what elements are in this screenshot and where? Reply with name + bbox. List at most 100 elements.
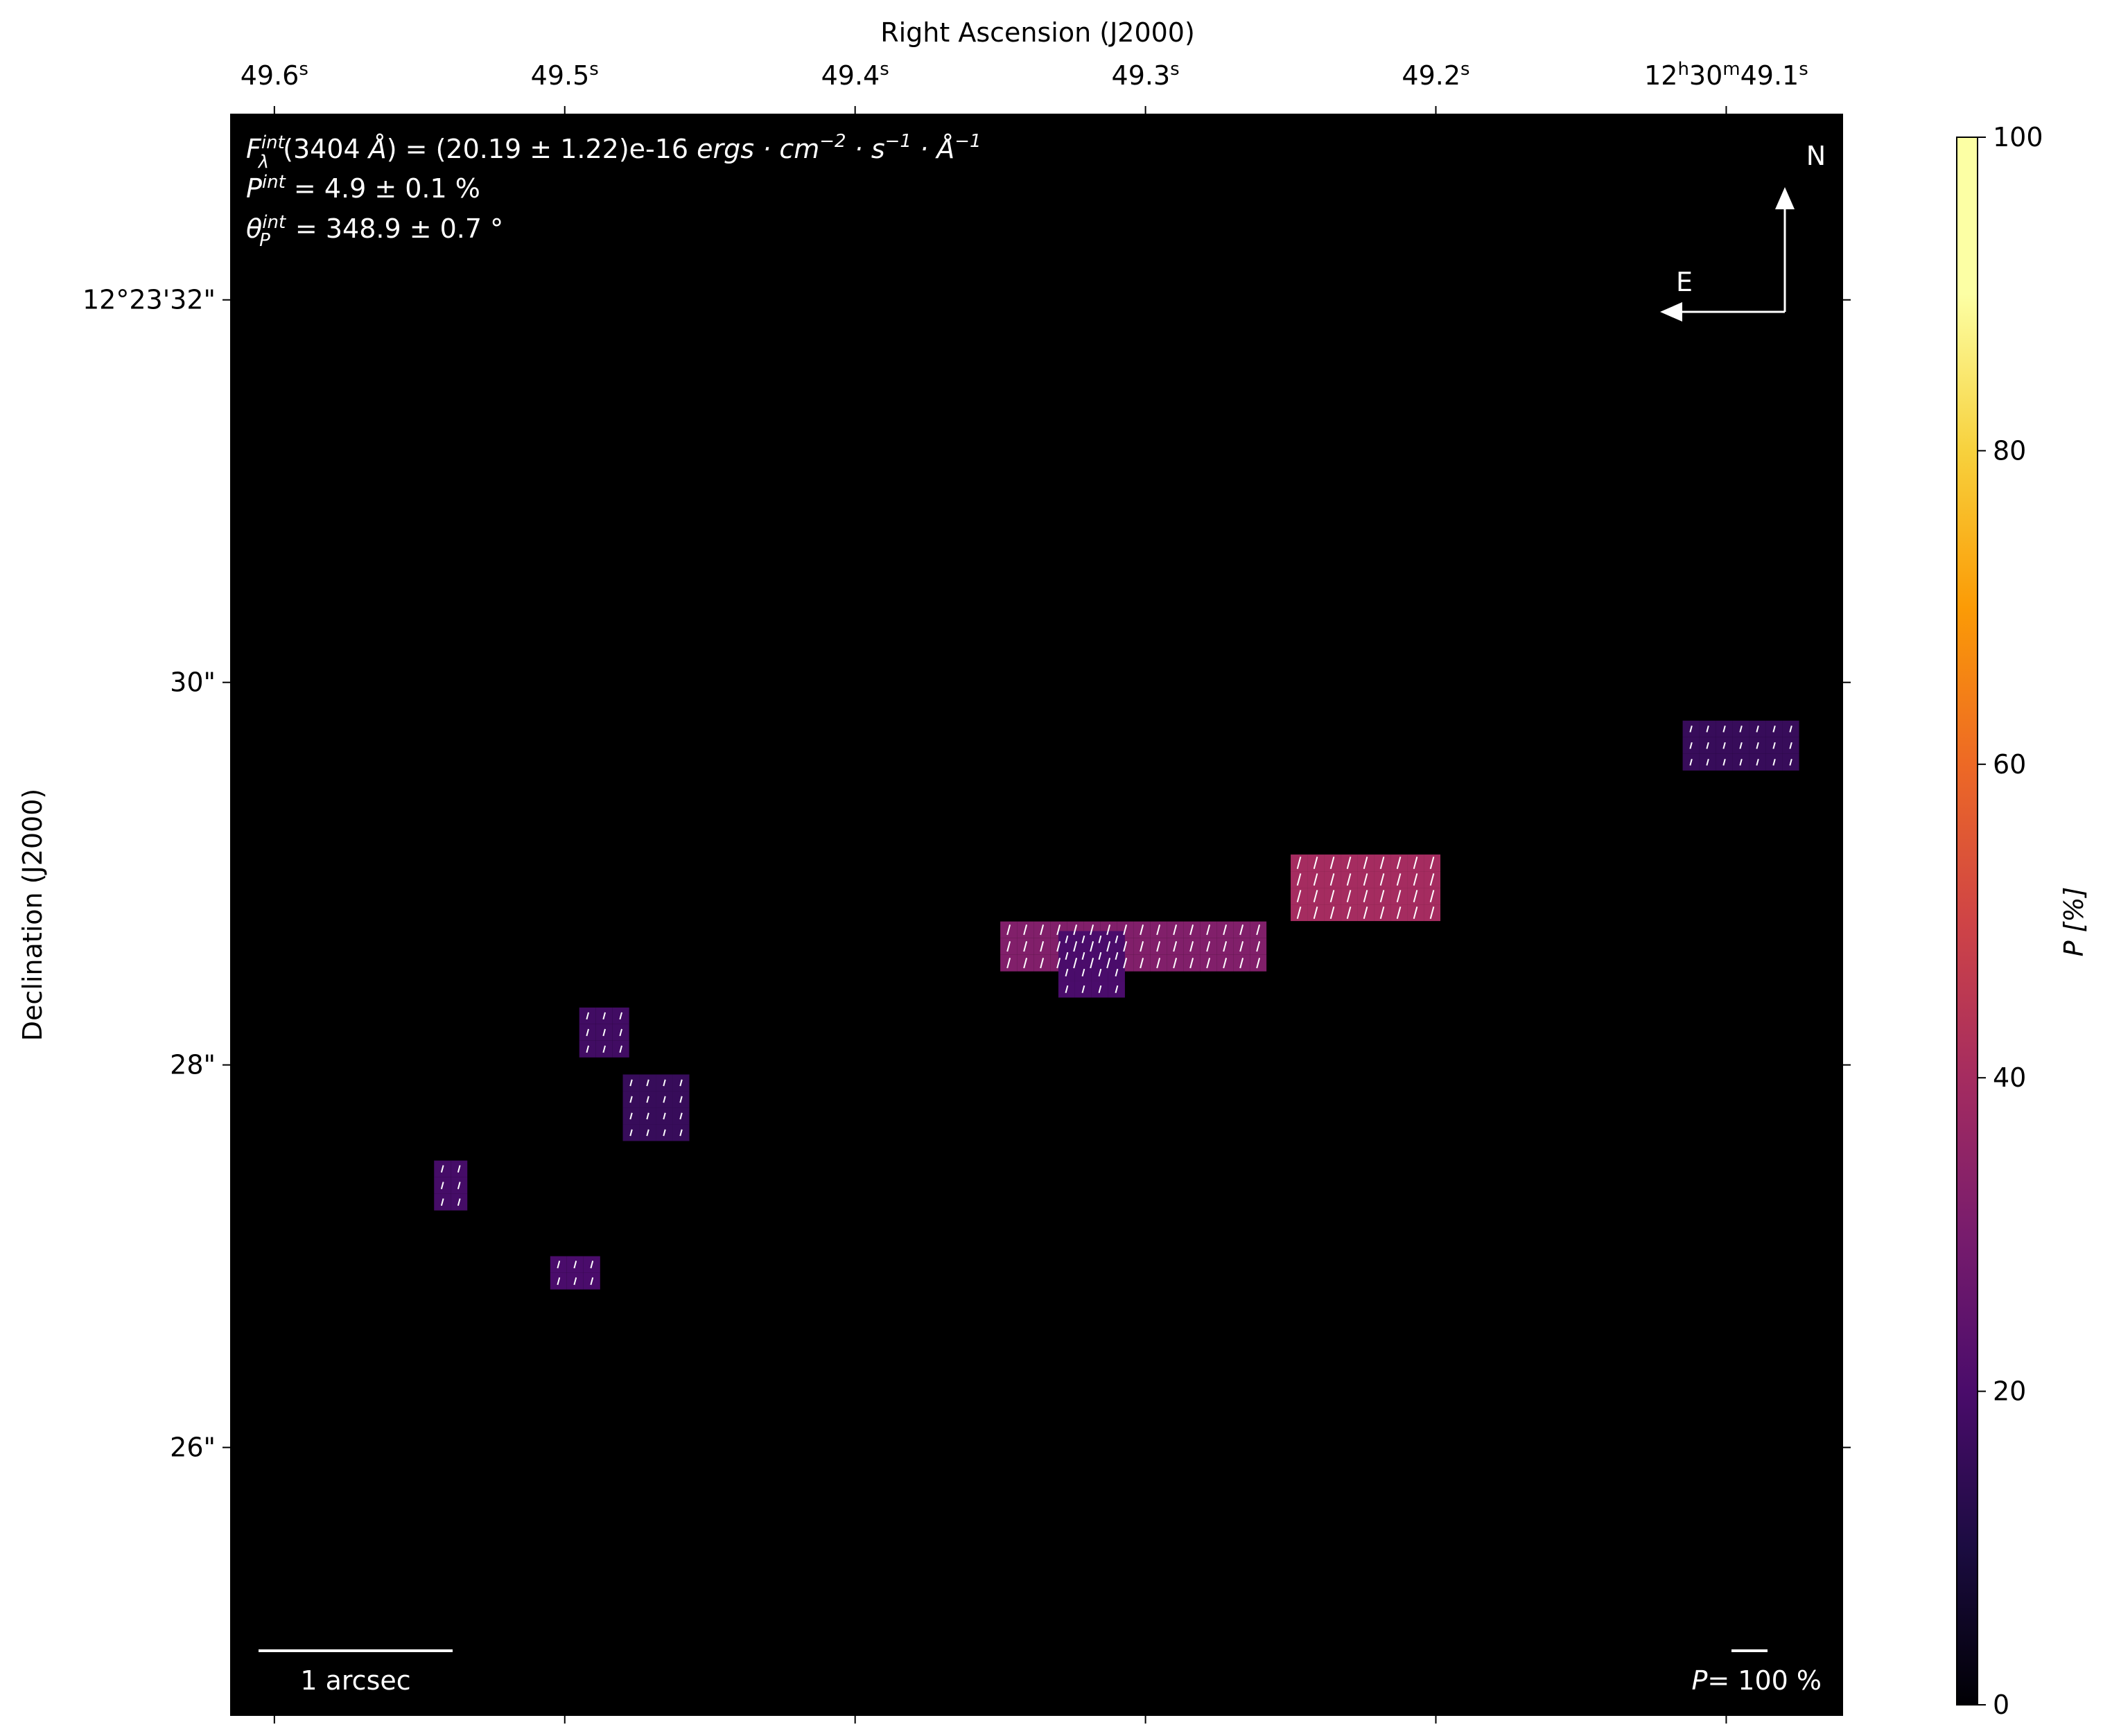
polarization-vector [1073,924,1078,936]
polarization-vector [1739,725,1743,733]
polarization-vector [1413,857,1418,870]
polarization-vector [1090,941,1094,952]
polarization-vector [1363,906,1368,920]
colorbar-label: P [%] [2059,887,2089,957]
polarization-vector [1206,941,1211,952]
polarization-vector [440,1165,444,1173]
polarization-vector [1789,725,1792,733]
polarization-vector [1056,958,1061,969]
polarization-vector [1256,958,1261,969]
arcsec-scalebar-label: 1 arcsec [300,1665,410,1696]
polarization-vector [573,1277,577,1286]
east-arrowhead [1660,302,1682,322]
polarization-vector [1056,924,1061,936]
polarization-vector [1006,924,1011,936]
polarization-vector [1313,873,1318,886]
polarization-vector [1329,890,1335,903]
polarization-vector [1722,758,1726,766]
polarization-vector [1098,985,1102,994]
x-tick-label: 49.3s [1112,59,1180,91]
colorbar-tick-label: 60 [1993,749,2026,780]
polarization-vector [1379,906,1385,920]
polarization-vector [1413,873,1418,886]
colorbar [1956,137,1978,1706]
y-tick-label: 12°23'32" [82,285,216,315]
polarization-vector [1256,924,1261,936]
polarization-vector [1106,941,1111,952]
polarization-vector [1329,873,1335,886]
polarization-vector [629,1129,633,1137]
polarization-vector [1106,958,1111,969]
polarization-vector [1023,941,1028,952]
polarization-vector [1040,924,1045,936]
polarization-vector [663,1096,666,1103]
polarization-vector [1140,941,1144,952]
polarization-vector [1313,906,1318,920]
polarization-vector [1396,890,1402,903]
compass: N E [1660,141,1826,322]
polarization-vector [1789,758,1792,766]
polarization-vector [590,1277,594,1286]
x-tick-label: 49.4s [821,59,889,91]
polarization-vector [1239,924,1244,936]
polarization-vector [646,1112,649,1120]
polarization-vector [1223,958,1228,969]
polarization-vector [602,1012,607,1020]
polarization-vector [557,1277,561,1286]
polarization-vector [1772,725,1776,733]
polarization-vector [1115,952,1119,961]
polarization-vector [1065,952,1069,961]
polarization-vector [1413,890,1418,903]
polarization-vector [1296,906,1302,920]
polarization-vector [586,1045,590,1053]
colorbar-tick-label: 20 [1993,1376,2026,1407]
polarization-vector [440,1182,444,1190]
polarization-vector [1396,873,1402,886]
polarization-vector [1429,873,1435,886]
polarization-vector [1689,758,1693,766]
polarization-vector [1081,935,1085,944]
polarization-vector [619,1012,623,1020]
x-ticks: 49.6s 49.5s 49.4s 49.3s 49.2s 12h30m49.1s [241,59,1808,1724]
polarization-vector [1173,958,1178,969]
polarization-vector [1379,873,1385,886]
colorbar-ticks: 0 20 40 60 80 100 [1978,122,2043,1720]
colorbar-tick-label: 40 [1993,1062,2026,1093]
polarization-vector [1379,857,1385,870]
polarization-vector [1429,857,1435,870]
polarization-vector [663,1129,666,1137]
polarization-vector [1296,857,1302,870]
polarization-vector [1040,941,1045,952]
polarization-vector [1296,873,1302,886]
polarization-vector [1346,857,1352,870]
polarization-vector [457,1165,461,1173]
polarization-vector [629,1096,633,1103]
polarization-vector [1106,924,1111,936]
polarization-vector [1689,742,1693,749]
polarization-vector [440,1198,444,1207]
polarization-vector [1189,924,1194,936]
polarization-vector [1296,890,1302,903]
y-axis-title: Declination (J2000) [17,789,48,1041]
north-label: N [1806,141,1826,171]
polarization-vector [1756,742,1759,749]
polarization-vector [629,1079,633,1087]
polarization-vector [1379,890,1385,903]
polarization-vector [1090,958,1094,969]
polarization-vector [1223,924,1228,936]
polarization-vector [1189,958,1194,969]
polarization-vector [1206,958,1211,969]
polarization-vector [663,1079,666,1087]
polarization-vector [457,1182,461,1190]
y-tick-label: 28" [170,1050,216,1080]
polarization-vector [586,1012,590,1020]
polarization-vector [1706,758,1709,766]
polarization-vector [1346,906,1352,920]
polarization-vector [602,1028,607,1037]
polarization-vector [1056,941,1061,952]
polarization-vector [619,1045,623,1053]
polarization-vector [1081,985,1085,994]
polarization-vector [1413,906,1418,920]
colorbar-tick-label: 80 [1993,435,2026,466]
polarization-vector [1115,935,1119,944]
